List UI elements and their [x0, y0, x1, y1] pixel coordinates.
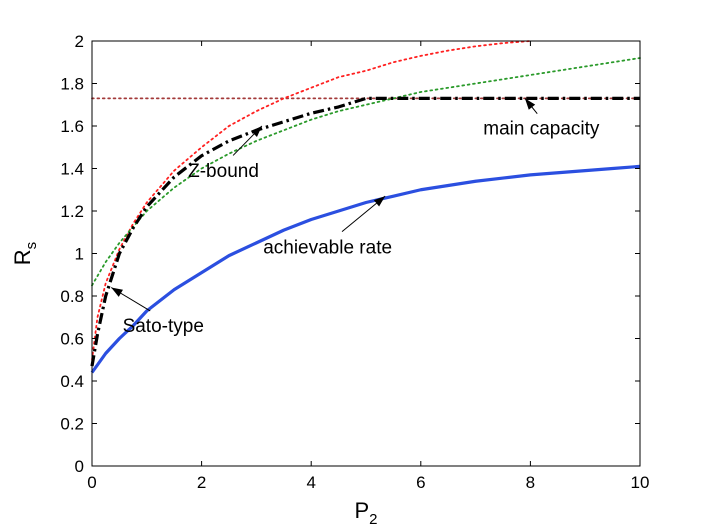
y-tick-label: 1.8: [60, 75, 84, 94]
x-tick-label: 0: [87, 473, 96, 492]
annotation-achievable-rate: achievable rate: [263, 238, 392, 259]
y-axis-title: Rs: [10, 242, 40, 265]
annotation-z-bound: Z-bound: [188, 161, 259, 182]
series-line-c2a9a2a: [91, 57, 641, 287]
series-line-sato-type: [91, 40, 532, 361]
x-tick-label: 2: [197, 473, 206, 492]
y-tick-label: 0.8: [60, 287, 84, 306]
arrow-head-achievable-rate: [373, 196, 386, 207]
x-tick-label: 8: [526, 473, 535, 492]
y-tick-label: 0: [75, 457, 84, 476]
y-tick-label: 0.4: [60, 372, 84, 391]
y-tick-label: 0.6: [60, 330, 84, 349]
y-tick-label: 2: [75, 32, 84, 51]
y-tick-label: 0.2: [60, 415, 84, 434]
y-tick-label: 1.6: [60, 117, 84, 136]
annotation-layer: main capacity Z-bound achievable rate Sato-…: [110, 98, 600, 337]
x-tick-label: 6: [416, 473, 425, 492]
arrow-head-z-bound: [251, 126, 262, 137]
arrow-head-sato-type: [111, 287, 123, 297]
annotation-main-capacity: main capacity: [483, 119, 600, 140]
x-axis-title: P2: [354, 498, 377, 528]
y-tick-label: 1.4: [60, 160, 84, 179]
tick-layer: 0 2 4 6 8 10 0 0.2 0.4 0.6 0.8 1 1.2 1.4 1.6 1.8 2: [60, 32, 649, 492]
y-tick-label: 1.2: [60, 202, 84, 221]
y-tick-label: 1: [75, 245, 84, 264]
annotation-sato-type: Sato-type: [123, 316, 204, 337]
x-tick-label: 4: [306, 473, 315, 492]
x-tick-label: 10: [631, 473, 650, 492]
series-line-achievable-rate: [90, 164, 641, 374]
arrow-head-main-capacity: [524, 98, 536, 110]
